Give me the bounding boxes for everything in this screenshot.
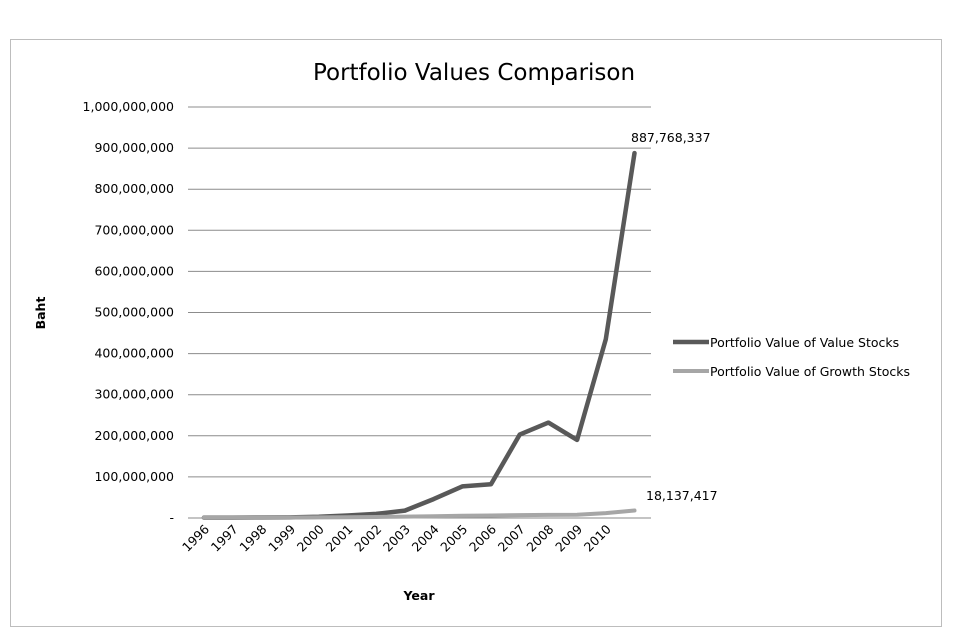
x-tick-label: 2010 — [581, 521, 614, 554]
end-value-label: 887,768,337 — [631, 130, 711, 145]
legend-label: Portfolio Value of Value Stocks — [710, 335, 899, 350]
y-axis-ticks: - 100,000,000 200,000,000 300,000,000 400,00… — [83, 99, 174, 525]
y-tick-label: 700,000,000 — [94, 222, 174, 237]
x-axis-ticks: 1996199719981999200020012002200320042005… — [179, 521, 614, 554]
data-labels: 887,768,337 18,137,417 — [631, 130, 718, 503]
x-tick-label: 2007 — [495, 522, 528, 555]
x-tick-label: 2003 — [380, 522, 413, 555]
x-tick-label: 2004 — [409, 521, 442, 554]
x-tick-label: 1998 — [236, 521, 269, 554]
y-tick-label: 200,000,000 — [94, 428, 174, 443]
x-tick-label: 2002 — [351, 522, 384, 555]
chart-frame — [10, 39, 942, 627]
x-axis-title: Year — [403, 588, 436, 603]
x-tick-label: 1996 — [179, 521, 212, 554]
series-line — [202, 508, 637, 520]
legend-label: Portfolio Value of Growth Stocks — [710, 364, 910, 379]
end-value-label: 18,137,417 — [646, 488, 718, 503]
y-tick-label: - — [169, 510, 174, 525]
series-line — [201, 150, 637, 520]
y-axis-title: Baht — [33, 297, 48, 330]
y-tick-label: 300,000,000 — [94, 387, 174, 402]
x-tick-label: 2006 — [466, 521, 499, 554]
x-tick-label: 1997 — [208, 522, 241, 555]
series-lines — [201, 150, 637, 520]
x-tick-label: 2005 — [437, 522, 470, 555]
y-tick-label: 100,000,000 — [94, 469, 174, 484]
y-tick-label: 400,000,000 — [94, 346, 174, 361]
y-tick-label: 900,000,000 — [94, 140, 174, 155]
x-tick-label: 2009 — [552, 521, 585, 554]
x-tick-label: 2008 — [523, 521, 556, 554]
x-tick-label: 2001 — [323, 522, 356, 555]
y-tick-label: 800,000,000 — [94, 181, 174, 196]
x-tick-label: 1999 — [265, 521, 298, 554]
gridlines — [188, 106, 651, 519]
y-tick-label: 600,000,000 — [94, 263, 174, 278]
y-tick-label: 500,000,000 — [94, 305, 174, 320]
x-tick-label: 2000 — [294, 521, 327, 554]
chart-title: Portfolio Values Comparison — [313, 60, 635, 86]
legend: Portfolio Value of Value Stocks Portfolio… — [673, 335, 910, 379]
y-tick-label: 1,000,000,000 — [83, 99, 174, 114]
